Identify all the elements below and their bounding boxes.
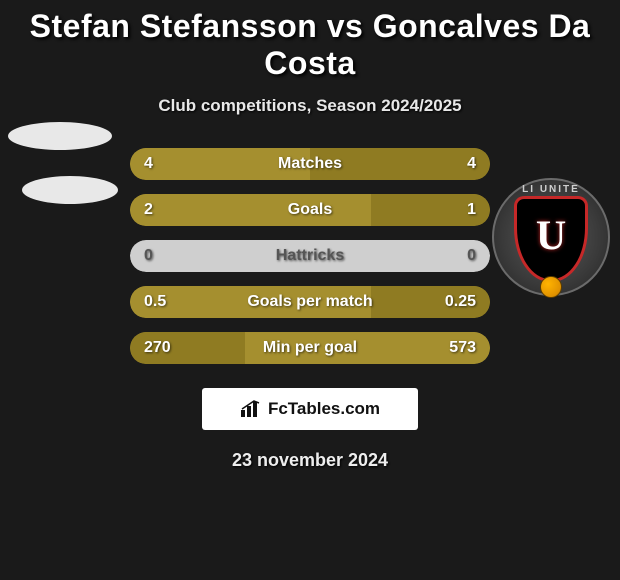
page-title: Stefan Stefansson vs Goncalves Da Costa <box>0 0 620 82</box>
stat-bar: 270Min per goal573 <box>130 332 490 364</box>
club-badge-ball-icon <box>540 276 562 298</box>
club-badge-letter: U <box>536 213 566 261</box>
club-badge-right: LI UNITE U <box>492 178 610 296</box>
bars-icon <box>240 400 262 418</box>
club-badge-ring-text: LI UNITE <box>492 184 610 195</box>
stat-bar: 0.5Goals per match0.25 <box>130 286 490 318</box>
stat-value-right: 0.25 <box>445 293 476 311</box>
stat-value-right: 573 <box>449 339 476 357</box>
stat-bar: 0Hattricks0 <box>130 240 490 272</box>
stat-value-right: 4 <box>467 155 476 173</box>
stat-label: Goals per match <box>130 293 490 311</box>
stat-bar: 2Goals1 <box>130 194 490 226</box>
stat-label: Matches <box>130 155 490 173</box>
page-subtitle: Club competitions, Season 2024/2025 <box>0 96 620 116</box>
stat-label: Goals <box>130 201 490 219</box>
stat-label: Min per goal <box>130 339 490 357</box>
snapshot-date: 23 november 2024 <box>0 450 620 471</box>
stat-label: Hattricks <box>130 247 490 265</box>
comparison-card: Stefan Stefansson vs Goncalves Da Costa … <box>0 0 620 580</box>
stat-bar: 4Matches4 <box>130 148 490 180</box>
stat-value-right: 1 <box>467 201 476 219</box>
player-left-chip-1 <box>8 122 112 150</box>
stat-value-right: 0 <box>467 247 476 265</box>
brand-text: FcTables.com <box>268 399 380 419</box>
player-left-chip-2 <box>22 176 118 204</box>
stat-bars: 4Matches4 2Goals1 0Hattricks0 0.5Goals per … <box>130 148 490 364</box>
brand-box: FcTables.com <box>202 388 418 430</box>
